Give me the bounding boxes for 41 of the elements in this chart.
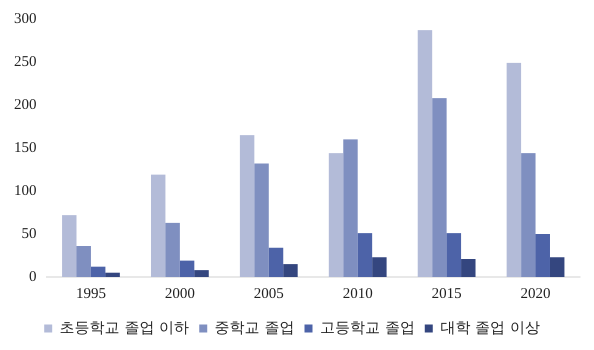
y-tick-label: 0 [29,268,36,285]
x-tick-label: 2010 [342,286,373,302]
bar [358,233,372,277]
bar [268,248,284,277]
bar [180,260,194,277]
legend-label: 중학교 졸업 [214,318,295,336]
y-tick-label: 250 [14,54,36,70]
bar [521,153,536,277]
bar [105,272,120,277]
bar [343,139,358,277]
bar [283,264,298,277]
bar [328,153,344,277]
x-tick-label: 2020 [520,286,551,302]
x-tick-label: 2015 [432,286,462,302]
legend-label: 고등학교 졸업 [320,318,415,336]
x-tick-label: 2005 [254,286,284,302]
bar [165,222,180,277]
bar [150,174,166,277]
bar [254,163,269,277]
bar [506,62,522,277]
y-tick-label: 200 [14,96,36,113]
x-tick-label: 1995 [76,286,106,302]
bar [62,215,77,277]
bar [432,98,447,277]
bar [240,135,254,277]
bar [446,233,462,277]
bar [550,257,564,277]
y-tick-label: 50 [22,226,36,242]
x-tick-label: 2000 [164,286,195,302]
bar [90,266,106,277]
bar [372,257,387,277]
bar [418,30,432,277]
legend-label: 대학 졸업 이상 [440,318,540,336]
bar [461,258,476,277]
y-tick-label: 100 [14,182,36,199]
bar [536,234,550,277]
y-tick-label: 150 [14,140,36,156]
bar [76,246,91,277]
bar [194,270,209,277]
y-tick-label: 300 [14,10,36,27]
legend-label: 초등학교 졸업 이하 [60,318,190,336]
